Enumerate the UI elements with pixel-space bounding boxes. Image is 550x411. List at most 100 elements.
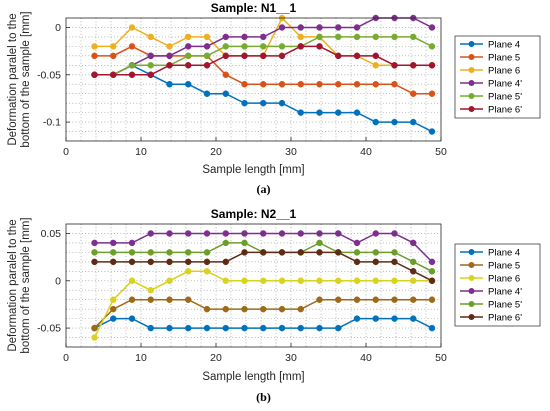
data-point — [166, 324, 173, 332]
data-point — [91, 249, 98, 256]
legend-marker — [468, 54, 475, 60]
data-point — [428, 277, 436, 285]
data-point — [297, 324, 304, 332]
data-point — [410, 268, 417, 275]
legend-marker — [468, 275, 475, 281]
data-point — [297, 277, 304, 285]
series-3 — [91, 268, 436, 341]
data-point — [316, 239, 323, 247]
data-point — [128, 277, 136, 285]
data-point — [203, 52, 211, 60]
data-point — [353, 315, 361, 322]
x-tick-label: 20 — [210, 352, 222, 364]
data-point — [147, 52, 154, 60]
legend-item: Plane 5' — [460, 300, 522, 311]
legend-label: Plane 4 — [488, 248, 520, 259]
legend-label: Plane 5 — [488, 53, 520, 64]
data-point — [91, 334, 98, 341]
data-point — [278, 305, 286, 313]
data-point — [166, 52, 173, 60]
data-point — [222, 90, 229, 97]
data-point — [147, 230, 154, 237]
data-point — [203, 268, 211, 275]
series-6 — [91, 43, 436, 79]
data-point — [222, 239, 229, 247]
data-point — [260, 249, 267, 256]
legend-marker — [468, 41, 475, 47]
data-point — [335, 324, 342, 332]
data-point — [410, 118, 417, 126]
data-point — [91, 239, 98, 247]
data-point — [372, 296, 379, 303]
data-point — [353, 239, 361, 247]
legend-marker — [468, 249, 475, 255]
data-point — [428, 90, 436, 97]
x-tick-label: 0 — [63, 352, 69, 364]
figure-caption: (a) — [257, 182, 271, 196]
data-point — [166, 62, 173, 69]
data-point — [110, 52, 117, 60]
data-point — [222, 43, 229, 50]
legend-label: Plane 6 — [488, 274, 520, 285]
x-axis-label: Sample length [mm] — [202, 371, 304, 383]
data-point — [91, 258, 98, 266]
data-point — [147, 249, 154, 256]
data-point — [297, 80, 304, 88]
data-point — [147, 62, 154, 69]
data-point — [297, 43, 304, 50]
data-point — [428, 324, 436, 332]
data-point — [353, 258, 361, 266]
data-point — [147, 258, 154, 266]
data-point — [166, 277, 173, 285]
data-point — [128, 258, 136, 266]
data-point — [278, 43, 286, 50]
data-point — [428, 296, 436, 303]
data-point — [372, 315, 379, 322]
data-point — [185, 296, 192, 303]
data-point — [241, 33, 248, 41]
data-point — [428, 43, 436, 50]
data-point — [166, 296, 173, 303]
data-point — [110, 249, 117, 256]
data-point — [297, 305, 304, 313]
data-point — [91, 324, 98, 332]
data-point — [222, 52, 229, 60]
legend-label: Plane 4 — [488, 40, 520, 51]
data-point — [241, 324, 248, 332]
data-point — [428, 62, 436, 69]
plot-area — [66, 224, 441, 347]
data-point — [128, 296, 136, 303]
legend-item: Plane 4' — [460, 79, 522, 90]
data-point — [128, 315, 136, 322]
data-point — [353, 33, 361, 41]
data-point — [241, 99, 248, 107]
data-point — [335, 230, 342, 237]
data-point — [91, 52, 98, 60]
data-point — [222, 305, 229, 313]
legend-marker — [468, 106, 475, 112]
data-point — [353, 52, 361, 60]
data-point — [353, 296, 361, 303]
data-point — [391, 277, 398, 285]
data-point — [410, 33, 417, 41]
data-point — [166, 258, 173, 266]
legend-item: Plane 4' — [460, 287, 522, 298]
data-point — [278, 324, 286, 332]
data-point — [185, 43, 192, 50]
chart-title: Sample: N1__1 — [211, 1, 297, 15]
data-point — [353, 249, 361, 256]
legend-label: Plane 4' — [488, 287, 522, 298]
legend-marker — [468, 93, 475, 99]
data-point — [316, 43, 323, 50]
data-point — [203, 62, 211, 69]
data-point — [391, 258, 398, 266]
data-point — [222, 71, 229, 79]
data-point — [241, 249, 248, 256]
y-axis-label: Deformation paralel to thebottom of the … — [7, 217, 32, 353]
legend-label: Plane 4' — [488, 79, 522, 90]
x-axis-label: Sample length [mm] — [202, 164, 304, 176]
legend-label: Plane 6' — [488, 105, 522, 116]
data-point — [185, 52, 192, 60]
data-point — [260, 324, 267, 332]
y-axis-label-line: bottom of the sample [mm] — [20, 217, 32, 353]
